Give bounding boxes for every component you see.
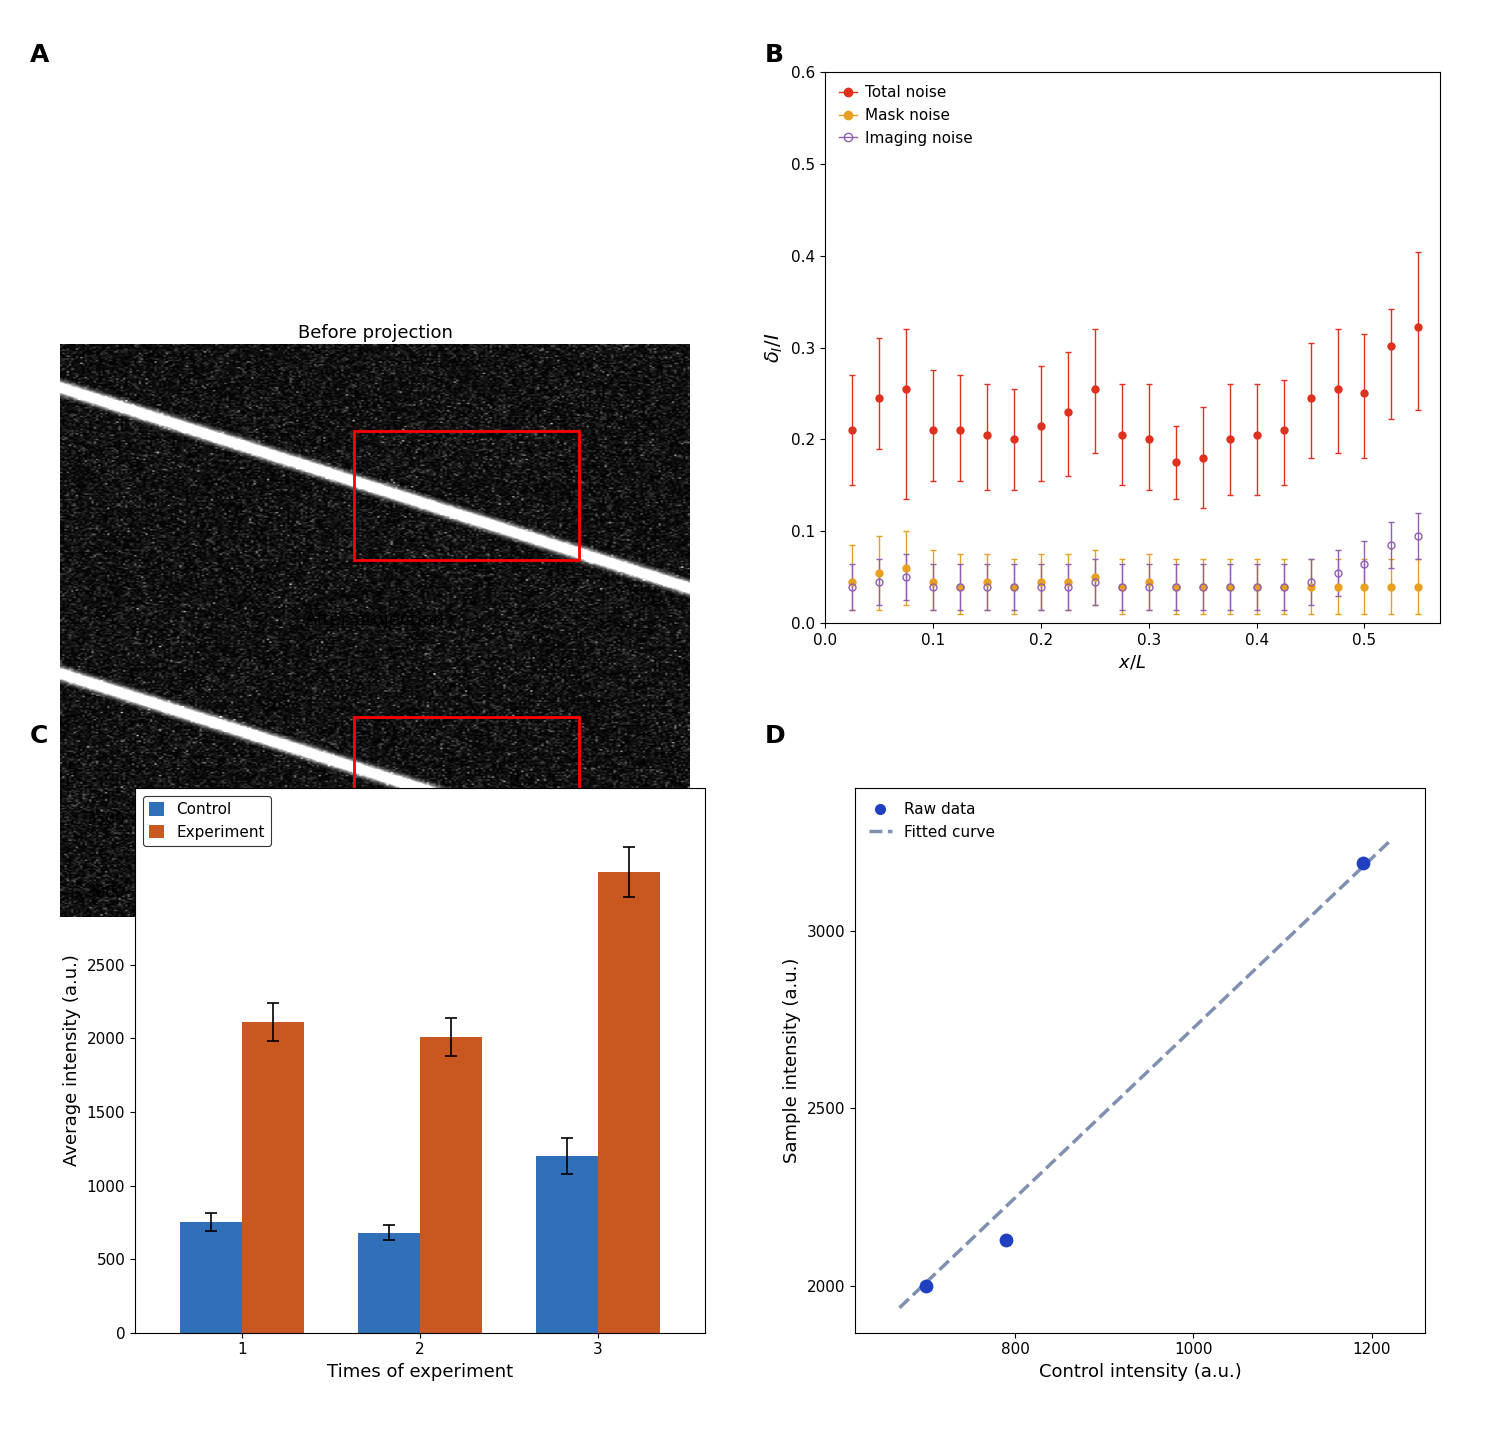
X-axis label: Control intensity (a.u.): Control intensity (a.u.)	[1038, 1363, 1242, 1381]
Text: D: D	[765, 724, 786, 748]
X-axis label: $x/L$: $x/L$	[1119, 653, 1146, 672]
Text: B: B	[765, 43, 784, 67]
Y-axis label: Sample intensity (a.u.): Sample intensity (a.u.)	[783, 957, 801, 1164]
Raw data	[914, 1275, 939, 1298]
Bar	[180, 1222, 242, 1333]
Bar	[598, 873, 660, 1333]
Y-axis label: $\delta_I/I$: $\delta_I/I$	[764, 332, 786, 363]
Bar	[354, 716, 579, 845]
Raw data	[1350, 851, 1374, 874]
X-axis label: Times of experiment: Times of experiment	[327, 1363, 513, 1381]
Title: Before projection: Before projection	[297, 324, 453, 342]
Title: After projection: After projection	[306, 610, 444, 629]
Bar	[420, 1037, 483, 1333]
Y-axis label: Average intensity (a.u.): Average intensity (a.u.)	[63, 954, 81, 1166]
Raw data	[994, 1228, 1018, 1251]
Legend: Total noise, Mask noise, Imaging noise: Total noise, Mask noise, Imaging noise	[833, 79, 978, 152]
Legend: Raw data, Fitted curve: Raw data, Fitted curve	[862, 795, 1000, 845]
Text: A: A	[30, 43, 50, 67]
Text: C: C	[30, 724, 48, 748]
Bar	[354, 430, 579, 559]
Bar	[536, 1156, 598, 1333]
Legend: Control, Experiment: Control, Experiment	[142, 795, 272, 845]
Bar	[242, 1022, 304, 1333]
Bar	[357, 1232, 420, 1333]
